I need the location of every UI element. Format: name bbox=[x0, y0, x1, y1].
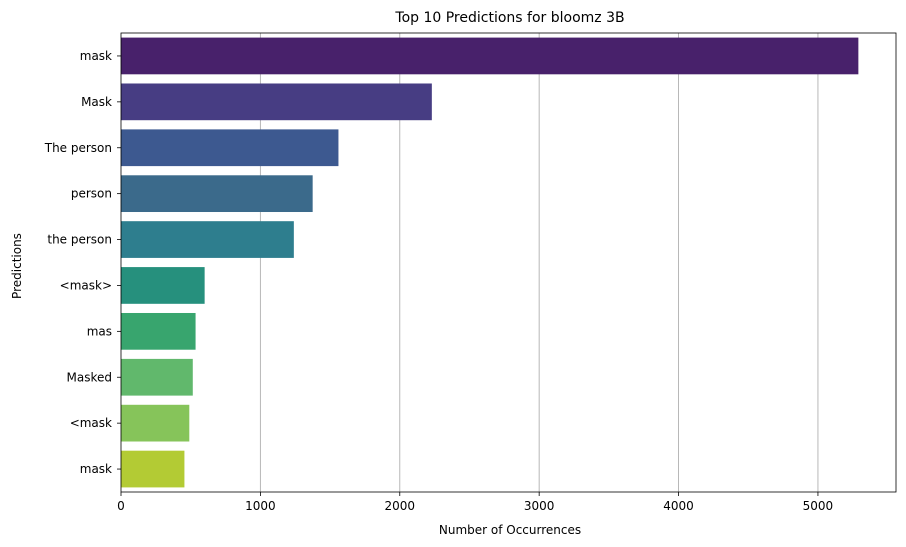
y-tick-label: mas bbox=[87, 324, 112, 338]
y-tick-label: the person bbox=[47, 233, 112, 247]
bar bbox=[121, 312, 196, 350]
bar bbox=[121, 404, 190, 442]
bar bbox=[121, 83, 432, 121]
x-tick-label: 1000 bbox=[245, 499, 276, 513]
x-tick-label: 0 bbox=[117, 499, 125, 513]
bar bbox=[121, 37, 859, 75]
bar bbox=[121, 358, 193, 396]
y-tick-label: <mask> bbox=[60, 278, 112, 292]
bar bbox=[121, 221, 294, 258]
chart-title: Top 10 Predictions for bloomz 3B bbox=[394, 10, 624, 26]
y-tick-label: person bbox=[71, 187, 112, 201]
bars bbox=[121, 37, 859, 488]
y-tick-label: mask bbox=[80, 49, 112, 63]
bar bbox=[121, 267, 205, 304]
y-axis-title: Predictions bbox=[10, 233, 24, 299]
bar bbox=[121, 129, 339, 167]
x-tick-label: 2000 bbox=[385, 499, 416, 513]
bar bbox=[121, 450, 185, 488]
x-axis-ticks: 0 1000 2000 3000 4000 5000 bbox=[117, 492, 833, 513]
x-tick-label: 3000 bbox=[524, 499, 555, 513]
y-tick-label: mask bbox=[80, 462, 112, 476]
y-tick-label: Mask bbox=[81, 95, 112, 109]
y-axis-ticks: mask Mask The person person the person <ma… bbox=[44, 49, 121, 476]
plot-frame bbox=[120, 32, 897, 493]
x-tick-label: 4000 bbox=[663, 499, 694, 513]
x-tick-label: 5000 bbox=[803, 499, 834, 513]
y-tick-label: <mask bbox=[70, 416, 112, 430]
x-axis-title: Number of Occurrences bbox=[439, 523, 581, 537]
y-tick-label: Masked bbox=[67, 370, 112, 384]
bar bbox=[121, 175, 313, 213]
y-tick-label: The person bbox=[44, 141, 112, 155]
plot-border bbox=[120, 32, 897, 493]
